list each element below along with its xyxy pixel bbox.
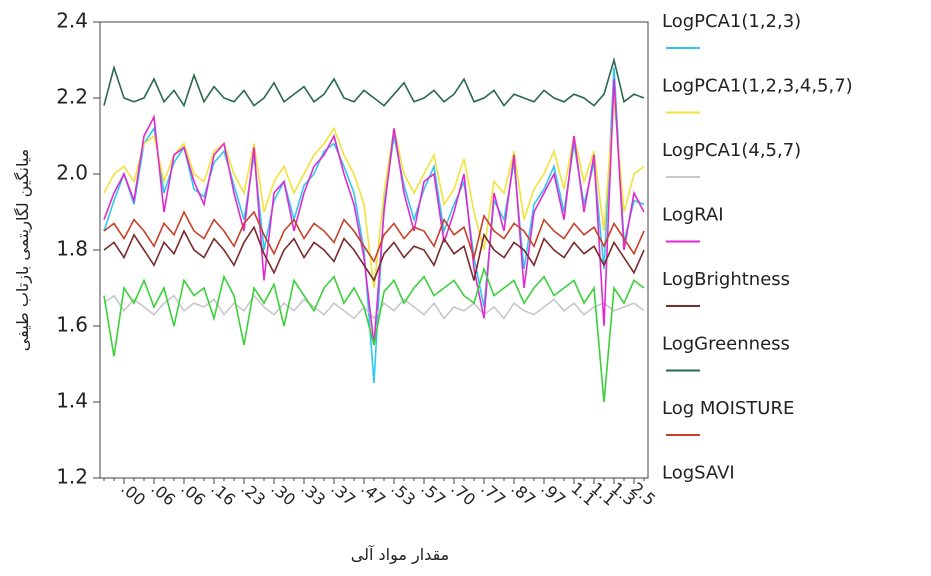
y-tick-label: 1.6 bbox=[56, 313, 88, 337]
legend-label: LogSAVI bbox=[662, 463, 735, 484]
legend-label: LogPCA1(1,2,3,4,5,7) bbox=[662, 76, 853, 97]
series-line bbox=[103, 78, 645, 346]
series-line bbox=[103, 67, 645, 384]
y-tick-label: 2.4 bbox=[56, 9, 88, 33]
x-tick-label: .97 bbox=[537, 479, 569, 510]
series-line bbox=[103, 225, 645, 283]
y-tick-label: 1.2 bbox=[56, 465, 88, 489]
x-tick-label: .23 bbox=[237, 479, 269, 510]
x-tick-label: .77 bbox=[477, 479, 509, 510]
legend-label: LogRAI bbox=[662, 205, 724, 226]
y-tick-label: 2.0 bbox=[56, 161, 88, 185]
series-line bbox=[103, 266, 645, 403]
y-tick-label: 1.8 bbox=[56, 237, 88, 261]
x-tick-label: .87 bbox=[507, 479, 539, 510]
x-tick-label: .37 bbox=[327, 479, 359, 510]
x-tick-label: .00 bbox=[117, 479, 149, 510]
legend-label: LogPCA1(1,2,3) bbox=[662, 11, 801, 32]
y-axis-label: میانگین لگاریتمی بازتاب طیفی bbox=[13, 149, 33, 351]
series-line bbox=[103, 97, 645, 289]
legend-label: LogPCA1(4,5,7) bbox=[662, 140, 801, 161]
y-tick-label: 2.2 bbox=[56, 85, 88, 109]
x-axis-label: مقدار مواد آلی bbox=[351, 545, 449, 565]
plot-frame bbox=[99, 21, 649, 479]
x-tick-label: .53 bbox=[387, 479, 419, 510]
series-line bbox=[103, 210, 645, 264]
y-tick-label: 1.4 bbox=[56, 389, 88, 413]
series-line bbox=[103, 56, 645, 108]
legend-label: Log MOISTURE bbox=[662, 398, 794, 419]
x-tick-label: .30 bbox=[267, 479, 299, 510]
x-tick-label: .06 bbox=[147, 479, 179, 510]
x-tick-label: 2.5 bbox=[627, 479, 659, 510]
legend-label: LogBrightness bbox=[662, 269, 790, 290]
x-tick-label: .57 bbox=[417, 479, 449, 510]
x-tick-label: .47 bbox=[357, 479, 389, 510]
legend-label: LogGreenness bbox=[662, 334, 790, 355]
series-line bbox=[103, 294, 645, 320]
x-tick-label: .33 bbox=[297, 479, 329, 510]
x-tick-label: .16 bbox=[207, 479, 239, 510]
x-tick-label: .06 bbox=[177, 479, 209, 510]
x-tick-label: .70 bbox=[447, 479, 479, 510]
